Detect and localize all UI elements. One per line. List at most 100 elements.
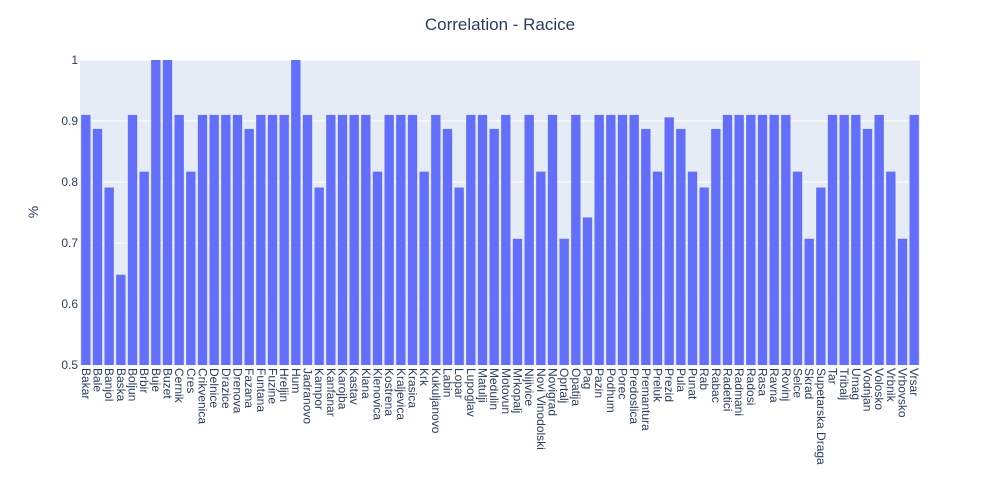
bar-delnice: [209, 114, 219, 366]
x-tick-label: Baska: [114, 368, 128, 402]
bar-crikvenica: [197, 114, 208, 366]
bar-boljun: [127, 114, 138, 366]
x-tick-label: Bakar: [79, 368, 93, 399]
x-tick-label: Umag: [849, 368, 863, 400]
bar-klana: [361, 114, 371, 366]
bar-kostrena: [384, 114, 394, 366]
bar-selce: [792, 171, 803, 365]
y-tick-label: 1: [71, 53, 78, 67]
x-tick-label: Tribalj: [837, 368, 851, 400]
bar-ravna: [769, 114, 779, 366]
bar-karojba: [337, 114, 348, 366]
gridlines: [80, 59, 920, 366]
x-tick-label: Volosko: [872, 368, 886, 410]
x-tick-label: Kostrena: [382, 368, 396, 416]
bar-pazin: [594, 114, 604, 366]
bar-kukuljanovo: [431, 114, 441, 366]
bar-kanfanar: [326, 114, 336, 366]
x-tick-label: Radetici: [721, 368, 735, 411]
x-tick-label: Drazice: [219, 368, 233, 409]
x-tick-label: Crikvenica: [196, 368, 210, 424]
bar-labin: [442, 128, 453, 365]
x-tick-label: Radosi: [744, 368, 758, 405]
bar-rab: [699, 187, 709, 365]
bar-bale: [92, 128, 103, 365]
bar-cres: [186, 171, 196, 365]
x-tick-label: Pula: [674, 368, 688, 392]
x-tick-label: Drenova: [231, 368, 245, 414]
y-tick-label: 0.9: [61, 114, 78, 128]
x-tick-label: Novi Vinodolski: [534, 368, 548, 450]
x-tick-label: Buzet: [161, 368, 175, 399]
bar-podhum: [606, 114, 616, 366]
x-tick-label: Lupoglav: [464, 368, 478, 417]
x-tick-label: Supetarska Draga: [814, 368, 828, 465]
bar-medulin: [489, 128, 499, 365]
x-tick-label: Kraljevica: [394, 368, 408, 420]
x-tick-label: Kampor: [312, 368, 326, 410]
bar-cernik: [174, 114, 184, 366]
bar-krasica: [407, 114, 418, 366]
chart-title: Correlation - Racice: [425, 15, 575, 34]
bar-brbir: [139, 171, 149, 365]
x-tick-label: Pazin: [592, 368, 606, 398]
bar-vodnjan: [862, 128, 873, 365]
bar-mrkopalj: [512, 238, 523, 365]
bar-radetici: [722, 114, 733, 366]
x-tick-label: Banjol: [102, 368, 116, 401]
bar-vrsar: [909, 114, 919, 366]
x-tick-label: Rovinj: [779, 368, 793, 401]
bar-tar: [827, 114, 838, 366]
x-tick-label: Medulin: [487, 368, 501, 410]
bar-umag: [851, 114, 861, 366]
x-tick-label: Tar: [826, 368, 840, 385]
bar-prezid: [664, 117, 674, 365]
x-tick-label: Predoslica: [627, 368, 641, 424]
x-tick-label: Cres: [184, 368, 198, 393]
x-tick-label: Cernik: [172, 368, 186, 404]
x-tick-label: Opatija: [569, 368, 583, 406]
bar-kraljevica: [396, 114, 406, 366]
bar-skrad: [804, 238, 814, 365]
bar-jadranovo: [302, 114, 313, 366]
x-tick-label: Klana: [359, 368, 373, 399]
x-tick-label: Brbir: [137, 368, 151, 393]
x-tick-label: Buje: [149, 368, 163, 392]
bar-hreljin: [279, 114, 289, 366]
x-tick-label: Radmani: [732, 368, 746, 416]
bar-preluk: [652, 171, 663, 365]
bar-krk: [419, 171, 429, 365]
x-tick-label: Fuzine: [266, 368, 280, 404]
y-axis-title: %: [25, 206, 41, 218]
x-tick-label: Rab: [697, 368, 711, 390]
bar-bakar: [81, 114, 91, 366]
x-tick-label: Vrbovsko: [896, 368, 910, 418]
bar-fazana: [244, 128, 254, 365]
x-tick-label: Hreljin: [277, 368, 291, 402]
x-tick-label: Motovun: [499, 368, 513, 414]
bar-lopar: [454, 187, 464, 365]
x-tick-label: Rabac: [709, 368, 723, 403]
x-tick-label: Vrsar: [907, 368, 921, 396]
x-tick-label: Nijivice: [522, 368, 536, 406]
x-tick-label: Krk: [417, 368, 431, 387]
bar-matulji: [477, 114, 488, 366]
bar-hum: [291, 60, 301, 365]
bar-vrbnik: [886, 171, 896, 365]
bar-supetarska-draga: [816, 187, 826, 365]
bar-motovun: [501, 114, 511, 366]
bar-novigrad: [547, 114, 558, 366]
bar-kastav: [349, 114, 359, 366]
x-tick-label: Premantura: [639, 368, 653, 431]
y-tick-label: 0.5: [61, 358, 78, 372]
bars: [81, 60, 919, 366]
bar-pag: [582, 217, 593, 365]
x-tick-label: Karojba: [336, 368, 350, 410]
x-tick-label: Preluk: [651, 368, 665, 403]
bar-predoslica: [629, 114, 639, 366]
x-tick-label: Jadranovo: [301, 368, 315, 424]
bar-oprtalj: [559, 238, 569, 365]
x-tick-label: Novigrad: [546, 368, 560, 416]
x-tick-label: Skrad: [802, 368, 816, 399]
x-tick-label: Prezid: [662, 368, 676, 402]
